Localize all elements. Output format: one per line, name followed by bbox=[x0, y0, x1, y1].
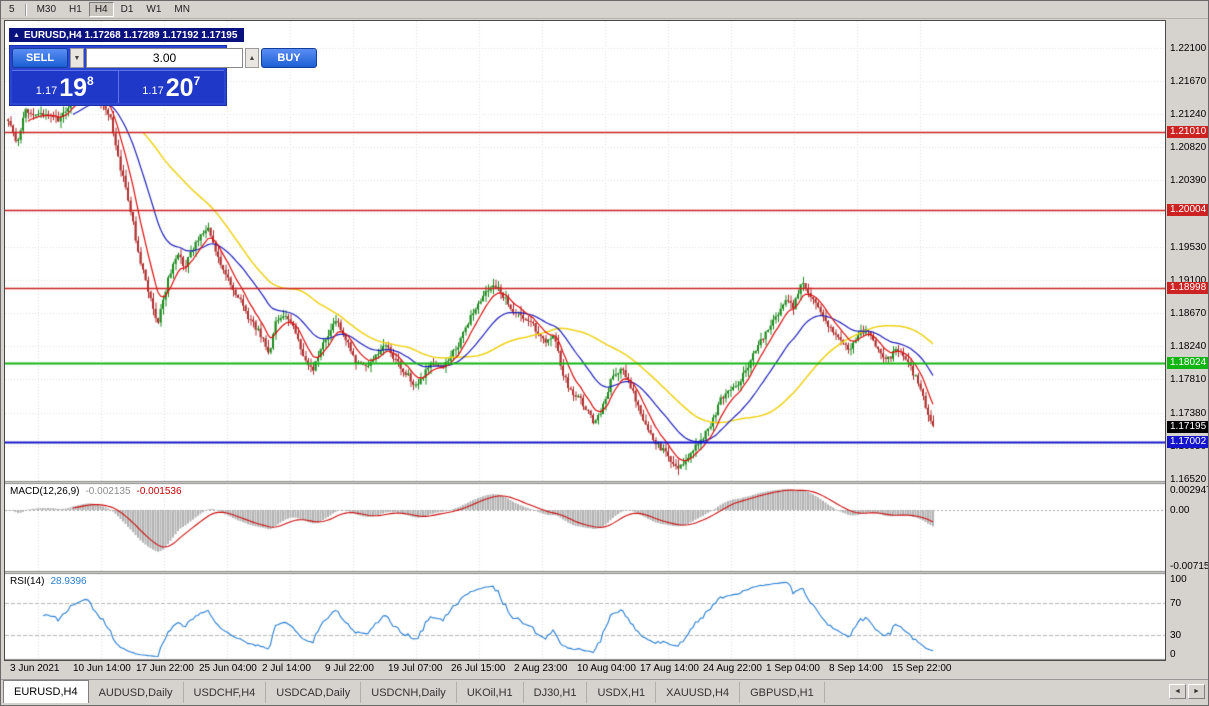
trade-panel-controls: SELL ▼ ▲ BUY bbox=[12, 48, 317, 68]
rsi-value: 28.9396 bbox=[50, 576, 87, 587]
time-axis-label: 10 Aug 04:00 bbox=[577, 663, 636, 674]
buy-button[interactable]: BUY bbox=[261, 48, 317, 68]
time-axis-label: 8 Sep 14:00 bbox=[829, 663, 883, 674]
rsi-indicator-label: RSI(14) 28.9396 bbox=[10, 576, 87, 587]
time-axis-label: 15 Sep 22:00 bbox=[892, 663, 952, 674]
lot-size-input[interactable] bbox=[86, 48, 243, 68]
time-axis-label: 1 Sep 04:00 bbox=[766, 663, 820, 674]
price-chart-canvas[interactable] bbox=[5, 21, 1165, 660]
time-axis-label: 19 Jul 07:00 bbox=[388, 663, 443, 674]
bid-price[interactable]: 1.17 19 8 bbox=[12, 71, 118, 103]
timeframe-button-5[interactable]: 5 bbox=[9, 4, 15, 15]
chart-tab-audusd[interactable]: AUDUSD,Daily bbox=[89, 682, 184, 703]
time-axis-label: 17 Jun 22:00 bbox=[136, 663, 194, 674]
timeframe-button-h1[interactable]: H1 bbox=[69, 4, 82, 15]
macd-name: MACD(12,26,9) bbox=[10, 486, 80, 497]
time-axis[interactable]: 3 Jun 2021 10 Jun 14:00 17 Jun 22:00 25 Jun… bbox=[5, 662, 1170, 677]
chart-tab-usdcnh[interactable]: USDCNH,Daily bbox=[361, 682, 457, 703]
chart-frame: ▲ EURUSD,H4 1.17268 1.17289 1.17192 1.17… bbox=[4, 20, 1166, 661]
hline-price-label: 1.18998 bbox=[1167, 281, 1208, 294]
time-axis-label: 9 Jul 22:00 bbox=[325, 663, 374, 674]
chart-tab-usdcad[interactable]: USDCAD,Daily bbox=[266, 682, 362, 703]
chart-tab-bar: EURUSD,H4 AUDUSD,Daily USDCHF,H4 USDCAD,Dai… bbox=[1, 679, 1208, 703]
time-axis-label: 2 Jul 14:00 bbox=[262, 663, 311, 674]
ask-price[interactable]: 1.17 20 7 bbox=[119, 71, 225, 103]
price-tick-label: 1.20820 bbox=[1170, 141, 1207, 153]
time-axis-label: 3 Jun 2021 bbox=[10, 663, 60, 674]
chart-tab-ukoil[interactable]: UKOil,H1 bbox=[457, 682, 524, 703]
price-tick-label: 1.17810 bbox=[1170, 374, 1207, 386]
toolbar-separator bbox=[24, 3, 27, 16]
timeframe-button-h4[interactable]: H4 bbox=[88, 2, 114, 17]
hline-price-label: 1.21010 bbox=[1167, 126, 1208, 139]
price-tick-label: 1.20390 bbox=[1170, 175, 1207, 187]
chart-tabs: EURUSD,H4 AUDUSD,Daily USDCHF,H4 USDCAD,Dai… bbox=[1, 680, 1208, 703]
macd-main-value: -0.002135 bbox=[85, 486, 131, 497]
macd-axis-label: -0.00715 bbox=[1170, 561, 1209, 572]
bid-big-digits: 19 bbox=[59, 74, 88, 102]
bid-sup-digit: 8 bbox=[87, 74, 94, 88]
chart-tab-gbpusd[interactable]: GBPUSD,H1 bbox=[740, 682, 825, 703]
quote-divider bbox=[117, 71, 119, 103]
timeframe-button-d1[interactable]: D1 bbox=[120, 4, 134, 15]
price-tick-label: 1.19100 bbox=[1170, 274, 1207, 286]
time-axis-label: 26 Jul 15:00 bbox=[451, 663, 506, 674]
price-tick-label: 1.21240 bbox=[1170, 109, 1207, 121]
price-tick-label: 1.22100 bbox=[1170, 43, 1207, 55]
macd-signal-value: -0.001536 bbox=[136, 486, 182, 497]
price-axis[interactable]: 1.221001.216701.212401.208201.203901.199… bbox=[1167, 20, 1209, 661]
rsi-axis-label: 100 bbox=[1170, 574, 1187, 585]
trade-panel-quotes: 1.17 19 8 1.17 20 7 bbox=[12, 70, 224, 103]
tab-scroll-right-button[interactable]: ► bbox=[1188, 684, 1205, 699]
rsi-axis-label: 30 bbox=[1170, 630, 1182, 641]
price-tick-label: 1.16520 bbox=[1170, 474, 1207, 486]
timeframe-button-m30[interactable]: M30 bbox=[36, 4, 57, 15]
chart-tab-usdchf[interactable]: USDCHF,H4 bbox=[184, 682, 267, 703]
chart-tab-usdx[interactable]: USDX,H1 bbox=[587, 682, 657, 703]
rsi-name: RSI(14) bbox=[10, 576, 45, 587]
chart-tab-dj30[interactable]: DJ30,H1 bbox=[524, 682, 588, 703]
sell-button[interactable]: SELL bbox=[12, 48, 68, 68]
tab-scroll-left-button[interactable]: ◄ bbox=[1169, 684, 1186, 699]
up-triangle-icon: ▲ bbox=[13, 31, 20, 39]
lot-decrease-button[interactable]: ▼ bbox=[70, 48, 84, 68]
lot-increase-button[interactable]: ▲ bbox=[245, 48, 259, 68]
chart-title-text: EURUSD,H4 1.17268 1.17289 1.17192 1.1719… bbox=[23, 29, 238, 41]
ask-big-digits: 20 bbox=[165, 74, 194, 102]
timeframe-button-mn[interactable]: MN bbox=[174, 4, 190, 15]
time-axis-label: 25 Jun 04:00 bbox=[199, 663, 257, 674]
time-axis-label: 17 Aug 14:00 bbox=[640, 663, 699, 674]
price-tick-label: 1.19530 bbox=[1170, 241, 1207, 253]
macd-axis-label: 0.002947 bbox=[1170, 485, 1209, 496]
macd-indicator-label: MACD(12,26,9) -0.002135 -0.001536 bbox=[10, 486, 182, 497]
hline-price-label: 1.17002 bbox=[1167, 435, 1208, 448]
rsi-axis-label: 70 bbox=[1170, 598, 1182, 609]
hline-price-label: 1.18024 bbox=[1167, 356, 1208, 369]
tab-scroll-arrows: ◄ ► bbox=[1169, 684, 1205, 699]
time-axis-label: 10 Jun 14:00 bbox=[73, 663, 131, 674]
price-tick-label: 1.17380 bbox=[1170, 407, 1207, 419]
time-axis-label: 2 Aug 23:00 bbox=[514, 663, 568, 674]
timeframe-toolbar: 5 M30 H1 H4 D1 W1 MN bbox=[1, 1, 1208, 19]
hline-price-label: 1.20004 bbox=[1167, 203, 1208, 216]
current-price-label: 1.17195 bbox=[1167, 420, 1208, 433]
time-axis-label: 24 Aug 22:00 bbox=[703, 663, 762, 674]
bid-prefix: 1.17 bbox=[35, 85, 58, 97]
macd-axis-label: 0.00 bbox=[1170, 505, 1190, 516]
price-tick-label: 1.21670 bbox=[1170, 76, 1207, 88]
ask-prefix: 1.17 bbox=[142, 85, 164, 97]
price-tick-label: 1.18670 bbox=[1170, 307, 1207, 319]
price-tick-label: 1.18240 bbox=[1170, 341, 1207, 353]
timeframe-button-w1[interactable]: W1 bbox=[146, 4, 162, 15]
chart-tab-eurusd[interactable]: EURUSD,H4 bbox=[3, 680, 89, 703]
rsi-axis-label: 0 bbox=[1170, 649, 1176, 660]
chart-ohlc-title: ▲ EURUSD,H4 1.17268 1.17289 1.17192 1.17… bbox=[9, 28, 245, 42]
chart-tab-xauusd[interactable]: XAUUSD,H4 bbox=[656, 682, 741, 703]
ask-sup-digit: 7 bbox=[193, 74, 201, 88]
